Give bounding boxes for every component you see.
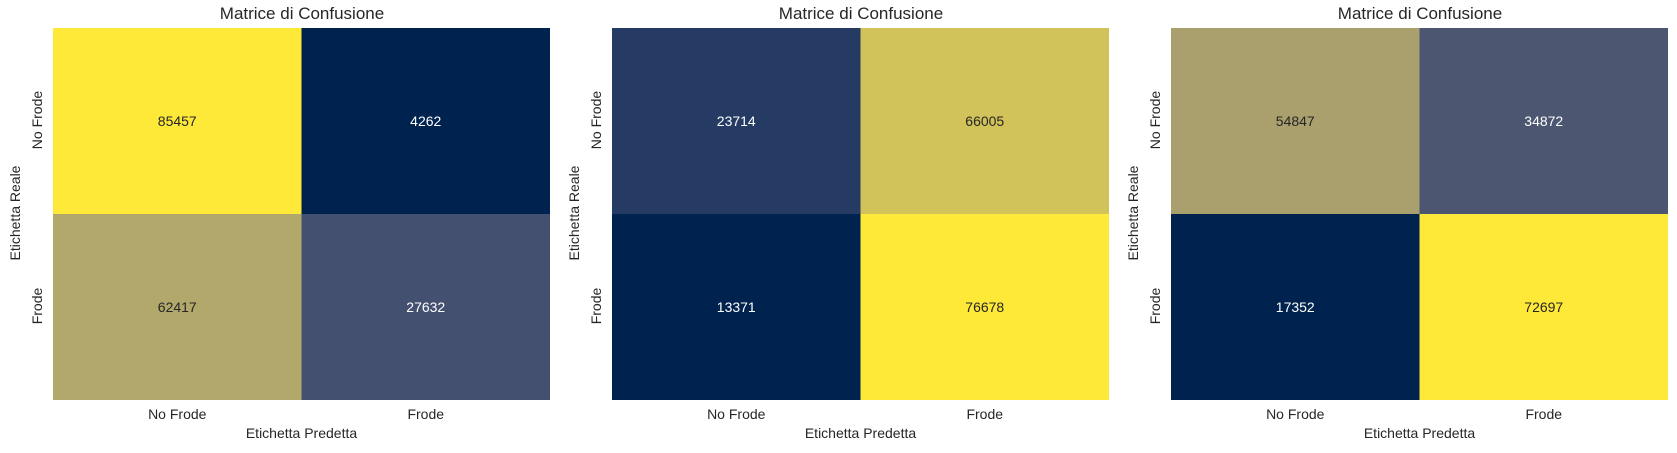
cell-value-label: 76678 <box>965 299 1004 315</box>
cell-value-label: 54847 <box>1276 113 1315 129</box>
heatmap-cell <box>301 214 550 400</box>
x-axis-label: Etichetta Predetta <box>245 425 358 441</box>
heatmap-area: 23714 66005 13371 76678 <box>612 28 1109 400</box>
y-axis-label: Etichetta Reale <box>566 165 582 261</box>
cell-value-label: 62417 <box>158 299 197 315</box>
heatmap-area: 54847 34872 17352 72697 <box>1171 28 1668 400</box>
chart-title: Matrice di Confusione <box>1337 4 1503 23</box>
heatmap-cell <box>860 28 1109 215</box>
heatmap-cell <box>301 28 550 215</box>
cell-value-label: 66005 <box>965 113 1004 129</box>
heatmap-cell <box>1171 214 1420 400</box>
confusion-matrix-panel: Matrice di Confusione 85457 4262 62417 27632… <box>0 0 559 453</box>
cell-value-label: 4262 <box>410 113 441 129</box>
x-tick-label: Frode <box>1525 406 1563 422</box>
cell-value-label: 17352 <box>1276 299 1315 315</box>
heatmap-cell <box>53 214 302 400</box>
y-tick-label: No Frode <box>1147 90 1163 150</box>
y-tick-label: Frode <box>29 287 45 325</box>
heatmap-svg: 23714 66005 13371 76678 <box>612 28 1109 400</box>
cell-value-label: 27632 <box>406 299 445 315</box>
cell-value-label: 85457 <box>158 113 197 129</box>
heatmap-cell <box>1419 214 1668 400</box>
x-tick-label: Frode <box>407 406 445 422</box>
chart-title: Matrice di Confusione <box>778 4 944 23</box>
y-axis-label: Etichetta Reale <box>7 165 23 261</box>
x-tick-label: No Frode <box>148 406 207 422</box>
chart-title: Matrice di Confusione <box>219 4 385 23</box>
x-axis-label: Etichetta Predetta <box>1363 425 1476 441</box>
x-axis-label: Etichetta Predetta <box>804 425 917 441</box>
heatmap-cell <box>1171 28 1420 215</box>
y-tick-label: No Frode <box>29 90 45 150</box>
cell-value-label: 13371 <box>717 299 756 315</box>
heatmap-cell <box>612 214 861 400</box>
y-tick-label: No Frode <box>588 90 604 150</box>
heatmap-area: 85457 4262 62417 27632 <box>53 28 550 400</box>
cell-value-label: 72697 <box>1524 299 1563 315</box>
heatmap-cell <box>53 28 302 215</box>
heatmap-svg: 54847 34872 17352 72697 <box>1171 28 1668 400</box>
y-tick-label: Frode <box>588 287 604 325</box>
confusion-matrix-panel: Matrice di Confusione 54847 34872 17352 7269… <box>1118 0 1677 453</box>
confusion-matrix-panel: Matrice di Confusione 23714 66005 13371 7667… <box>559 0 1118 453</box>
cell-value-label: 23714 <box>717 113 756 129</box>
y-axis-label: Etichetta Reale <box>1125 165 1141 261</box>
y-tick-label: Frode <box>1147 287 1163 325</box>
heatmap-cell <box>860 214 1109 400</box>
heatmap-svg: 85457 4262 62417 27632 <box>53 28 550 400</box>
x-tick-label: Frode <box>966 406 1004 422</box>
cell-value-label: 34872 <box>1524 113 1563 129</box>
x-tick-label: No Frode <box>1266 406 1325 422</box>
heatmap-cell <box>612 28 861 215</box>
x-tick-label: No Frode <box>707 406 766 422</box>
heatmap-cell <box>1419 28 1668 215</box>
